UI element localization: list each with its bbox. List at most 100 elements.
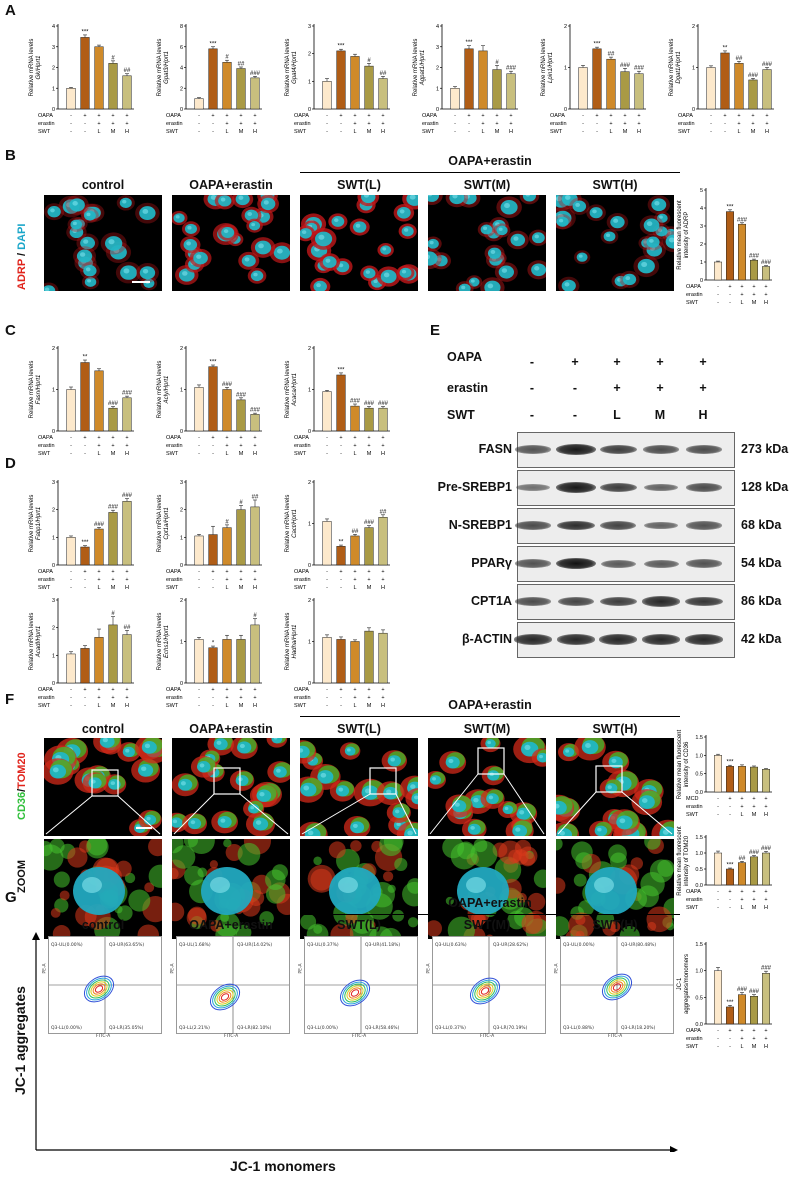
- quadrant-label: Q3-UL(1.68%): [179, 942, 211, 948]
- nucleus-highlight: [464, 195, 470, 199]
- mito-signal: [383, 871, 394, 882]
- y-tick-label: 0: [692, 107, 695, 113]
- significance-mark: ##: [380, 71, 387, 77]
- mito-signal: [609, 921, 621, 933]
- nucleus-highlight: [592, 209, 597, 214]
- significance-mark: ###: [122, 493, 133, 499]
- bar: [94, 528, 104, 566]
- image-title: SWT(H): [592, 722, 638, 736]
- nucleus-highlight: [223, 229, 229, 234]
- bar: [122, 634, 132, 684]
- micrograph: [300, 738, 418, 836]
- bar: [378, 632, 388, 684]
- condition-symbol: +: [239, 687, 242, 693]
- condition-symbol: -: [340, 585, 342, 591]
- y-label-gene: Hadha/Hprt1: [292, 624, 298, 658]
- nucleus-highlight: [515, 827, 521, 832]
- condition-symbol: H: [253, 451, 257, 457]
- bar: [66, 389, 76, 432]
- bar-chart-a1: Relative mRNA levelsGk/Hprt1 0 1 2 3 4 - - - *** +…: [29, 24, 134, 135]
- zoom-canvas: [556, 839, 674, 939]
- zoom-connector: [301, 793, 371, 835]
- condition-symbol: -: [326, 569, 328, 575]
- condition-symbol: -: [84, 443, 86, 449]
- y-label-gene: Dgat1/Hprt1: [676, 51, 682, 83]
- flow-y-label: PE-A: [170, 963, 176, 974]
- bar: [738, 223, 746, 281]
- bar: [250, 77, 260, 110]
- panel-label-d: D: [5, 455, 16, 472]
- blot-band: [686, 559, 722, 568]
- condition-symbol: L: [740, 905, 743, 911]
- micrograph-canvas: [44, 738, 162, 836]
- y-tick-label: 2: [52, 626, 55, 632]
- bar: [322, 637, 332, 684]
- mito-signal: [394, 857, 408, 871]
- nucleus-highlight: [407, 830, 413, 836]
- bar: [762, 852, 770, 886]
- bar: [606, 58, 616, 110]
- significance-mark: ***: [209, 41, 217, 47]
- condition-symbol: +: [353, 435, 356, 441]
- blot-strip: [515, 432, 735, 468]
- condition-symbol: +: [367, 443, 370, 449]
- condition-symbol: -: [717, 1044, 719, 1050]
- mito-signal: [52, 925, 71, 939]
- condition-symbol: -: [326, 585, 328, 591]
- significance-mark: ###: [378, 401, 389, 407]
- nucleus-highlight: [44, 287, 50, 291]
- y-tick-label: 3: [52, 598, 55, 604]
- y-label-prefix: Relative mRNA levels: [157, 39, 163, 97]
- mito-signal: [575, 852, 593, 870]
- blot-band: [556, 444, 596, 455]
- flow-canvas: Q3-UL(0.00%) Q3-UR(80.48%) Q3-LL(0.88%) Q3-…: [561, 937, 673, 1033]
- nucleus-highlight: [87, 279, 92, 283]
- micrograph-canvas: [300, 740, 418, 836]
- condition-symbol: +: [367, 121, 370, 127]
- condition-symbol: +: [225, 695, 228, 701]
- condition-symbol: H: [764, 812, 768, 818]
- nucleus-highlight: [619, 818, 626, 824]
- nucleus-highlight: [396, 822, 401, 826]
- bar-chart-c3: Relative mRNA levelsAcaca/Hprt1 0 1 2 - - - ***…: [285, 346, 390, 457]
- significance-mark: ###: [749, 254, 760, 260]
- nucleus-highlight: [487, 283, 494, 289]
- micrograph-canvas: [44, 195, 160, 291]
- condition-symbol: +: [97, 569, 100, 575]
- condition-symbol: -: [198, 435, 200, 441]
- condition-symbol: -: [717, 1036, 719, 1042]
- y-tick-label: 1: [308, 79, 311, 85]
- nucleus-highlight: [611, 758, 617, 763]
- mito-signal: [271, 864, 289, 881]
- scale-bar: [132, 281, 150, 283]
- bar: [714, 852, 722, 886]
- bar-chart-a3: Relative mRNA levelsGpat4/Hprt1 0 1 2 3 - - - **…: [285, 24, 390, 135]
- condition-symbol: +: [339, 435, 342, 441]
- bar: [350, 405, 360, 432]
- blot-kda-label: 68 kDa: [741, 518, 782, 532]
- condition-symbol: +: [353, 113, 356, 119]
- condition-symbol: +: [740, 1036, 743, 1042]
- y-tick-label: 1: [692, 66, 695, 72]
- condition-symbol: +: [381, 443, 384, 449]
- condition-symbol: H: [764, 300, 768, 306]
- density-contour: [606, 977, 628, 997]
- condition-symbol: L: [353, 585, 356, 591]
- nucleus-highlight: [216, 740, 222, 745]
- condition-label: OAPA: [38, 569, 53, 575]
- condition-symbol: +: [97, 687, 100, 693]
- condition-symbol: H: [765, 129, 769, 135]
- condition-symbol: L: [609, 129, 612, 135]
- density-contour: [346, 985, 364, 1001]
- condition-symbol: -: [710, 129, 712, 135]
- density-contour: [220, 993, 230, 1001]
- significance-mark: ***: [726, 863, 734, 869]
- blot-strip: [513, 622, 735, 658]
- condition-symbol: +: [740, 804, 743, 810]
- condition-label: erastin: [294, 443, 311, 449]
- micrograph-canvas: [556, 195, 674, 291]
- condition-symbol: +: [752, 1028, 755, 1034]
- condition-symbol: +: [764, 1036, 767, 1042]
- condition-symbol: M: [367, 451, 372, 457]
- nucleus-highlight: [432, 777, 436, 781]
